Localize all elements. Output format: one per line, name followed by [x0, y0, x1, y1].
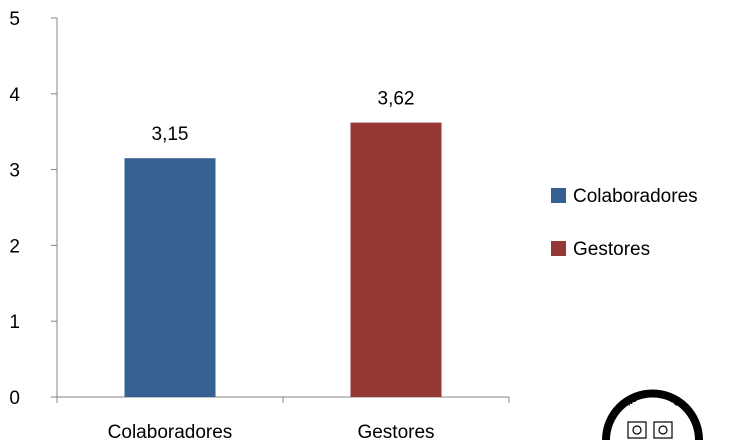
y-tick-label: 0: [9, 388, 20, 409]
legend-swatch: [551, 241, 566, 256]
x-axis: Colaboradores Gestores: [56, 396, 510, 441]
y-axis: 0 1 2 3 4 5: [9, 9, 58, 409]
legend: Colaboradores Gestores: [551, 186, 698, 260]
x-category-label: Gestores: [357, 422, 434, 441]
data-label: 3,15: [152, 124, 189, 145]
legend-entry: Gestores: [573, 239, 650, 260]
x-category-label: Colaboradores: [108, 422, 233, 441]
bar-colaboradores: [124, 158, 216, 397]
data-label: 3,62: [378, 89, 415, 110]
bars: [124, 122, 442, 397]
bar-gestores: [350, 122, 442, 397]
y-tick-label: 1: [9, 312, 20, 333]
data-labels: 3,15 3,62: [152, 89, 415, 146]
y-tick-label: 4: [9, 85, 20, 106]
y-tick-label: 3: [9, 161, 20, 182]
y-tick-label: 2: [9, 236, 20, 257]
legend-swatch: [551, 188, 566, 203]
legend-entry: Colaboradores: [573, 186, 698, 207]
nova-et-nove-logo-icon: NOVA ET NOVE: [602, 389, 703, 441]
y-tick-label: 5: [9, 9, 20, 30]
